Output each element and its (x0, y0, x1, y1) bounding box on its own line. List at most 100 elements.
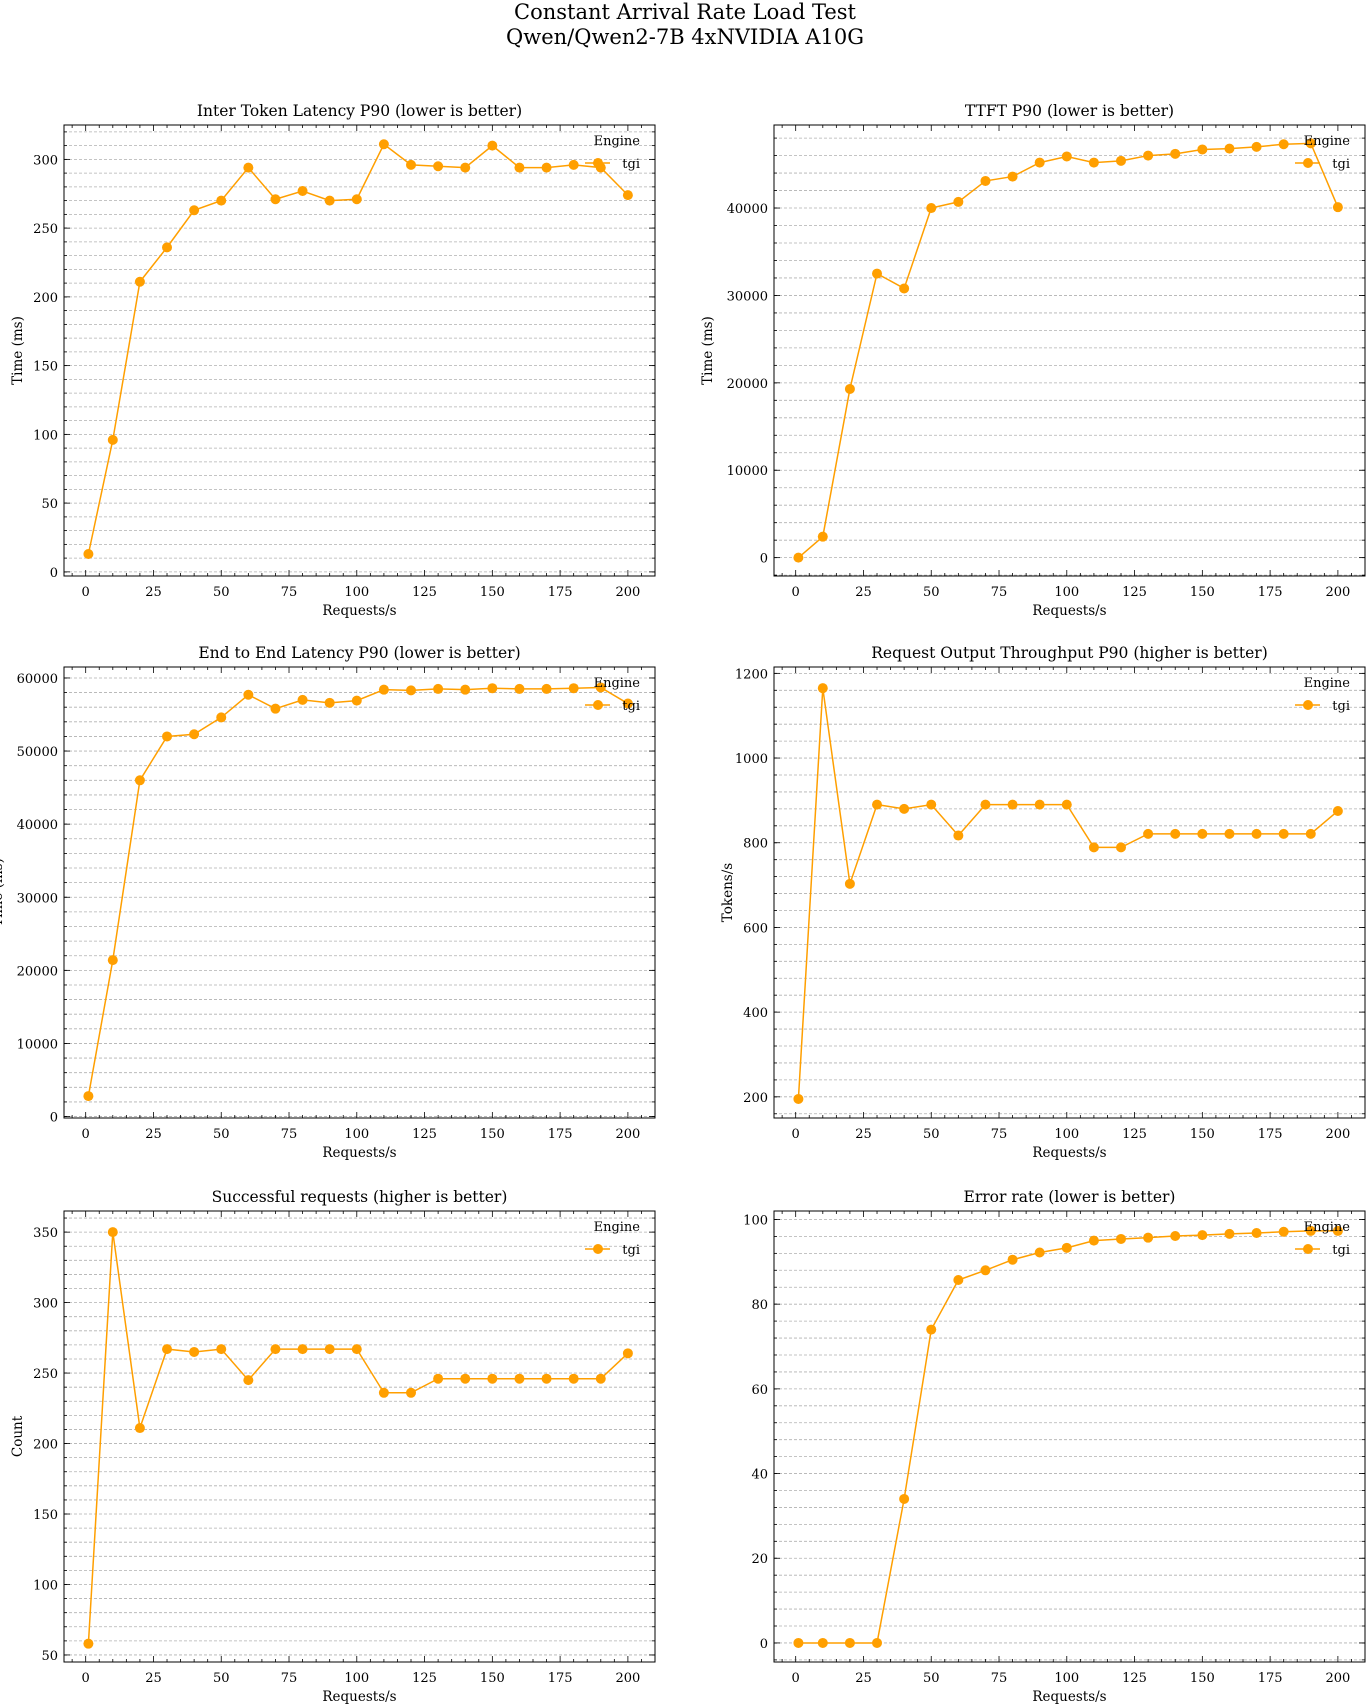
data-point (270, 1344, 281, 1355)
data-point (406, 685, 417, 696)
data-point (189, 1346, 200, 1357)
data-point (243, 162, 254, 173)
legend-label: tgi (1332, 1243, 1350, 1258)
data-point (872, 268, 883, 279)
data-point (844, 878, 855, 889)
y-tick-label: 300 (33, 153, 58, 168)
legend-label: tgi (622, 699, 640, 714)
x-tick-label: 200 (1325, 1127, 1350, 1142)
legend-label: tgi (622, 1243, 640, 1258)
x-tick-label: 0 (792, 585, 800, 600)
subplot-title: End to End Latency P90 (lower is better) (198, 644, 520, 662)
subplot-title: Error rate (lower is better) (964, 1188, 1176, 1206)
data-point (872, 1637, 883, 1648)
x-tick-label: 100 (1054, 585, 1079, 600)
data-point (189, 729, 200, 740)
subplot-0: 0 50 100 150 200 250 300 0 25 50 75 100 125 150 175 200… (10, 102, 656, 619)
subplot-5: 0 20 40 60 80 100 0 25 50 75 100 125 150 175 200 Error … (743, 1188, 1366, 1705)
data-point (817, 531, 828, 542)
series-line-tgi (87, 1232, 629, 1644)
x-tick-label: 75 (281, 1127, 298, 1142)
x-tick-label: 50 (923, 585, 940, 600)
data-point (134, 276, 145, 287)
data-point (1007, 171, 1018, 182)
data-point (1278, 828, 1289, 839)
data-point (541, 1373, 552, 1384)
x-tick-label: 175 (1258, 1671, 1283, 1686)
subplot-title: Successful requests (higher is better) (212, 1188, 508, 1206)
legend-title: Engine (594, 676, 641, 691)
x-tick-label: 25 (855, 1127, 872, 1142)
y-tick-label: 600 (743, 921, 768, 936)
data-point (568, 683, 579, 694)
y-axis-label: Time (ms) (10, 316, 26, 385)
data-point (134, 1423, 145, 1434)
x-tick-label: 100 (344, 1671, 369, 1686)
x-tick-label: 50 (213, 1671, 230, 1686)
data-point (1305, 1225, 1316, 1236)
data-point (1278, 139, 1289, 150)
data-point (378, 684, 389, 695)
x-tick-label: 50 (923, 1671, 940, 1686)
data-point (351, 695, 362, 706)
data-point (1116, 842, 1127, 853)
x-tick-label: 175 (548, 1127, 573, 1142)
data-point (433, 683, 444, 694)
y-tick-label: 60 (751, 1383, 768, 1398)
x-tick-label: 0 (82, 1671, 90, 1686)
data-point (460, 684, 471, 695)
data-point (189, 205, 200, 216)
data-point (595, 682, 606, 693)
subplot-2: 0 10000 20000 30000 40000 50000 60000 0 25 50 75 10… (0, 644, 656, 1161)
data-point (1034, 1247, 1045, 1258)
data-point (1116, 1233, 1127, 1244)
data-point (324, 697, 335, 708)
data-point (1170, 828, 1181, 839)
data-point (1088, 842, 1099, 853)
x-tick-label: 75 (281, 585, 298, 600)
x-tick-label: 200 (615, 1671, 640, 1686)
x-tick-label: 125 (1122, 585, 1147, 600)
legend-title: Engine (1304, 1220, 1351, 1235)
data-point (1305, 828, 1316, 839)
data-point (1332, 1225, 1343, 1236)
data-point (926, 203, 937, 214)
x-tick-label: 25 (145, 585, 162, 600)
data-point (1170, 148, 1181, 159)
data-point (844, 1637, 855, 1648)
x-tick-label: 200 (615, 1127, 640, 1142)
subplot-1: 0 10000 20000 30000 40000 0 25 50 75 100 125 150 175… (700, 102, 1366, 619)
data-point (622, 1348, 633, 1359)
y-axis-label: Tokens/s (720, 863, 736, 922)
y-tick-label: 0 (50, 566, 58, 581)
y-tick-label: 200 (33, 291, 58, 306)
data-point (351, 194, 362, 205)
data-point (216, 195, 227, 206)
x-axis-label: Requests/s (322, 1689, 396, 1705)
series-line-tgi (87, 686, 629, 1097)
y-tick-label: 50 (41, 497, 58, 512)
data-point (162, 242, 173, 253)
data-point (541, 683, 552, 694)
x-axis-label: Requests/s (322, 603, 396, 619)
data-point (899, 803, 910, 814)
axes-frame (63, 1210, 656, 1663)
data-point (406, 159, 417, 170)
x-tick-label: 200 (1325, 1671, 1350, 1686)
subplot-title: Inter Token Latency P90 (lower is better… (197, 102, 522, 120)
x-tick-label: 100 (344, 585, 369, 600)
y-tick-label: 50 (41, 1649, 58, 1664)
y-tick-label: 350 (33, 1226, 58, 1241)
data-point (1034, 157, 1045, 168)
data-point (514, 683, 525, 694)
y-tick-label: 60000 (17, 672, 58, 687)
y-tick-label: 0 (50, 1111, 58, 1126)
y-tick-label: 150 (33, 1508, 58, 1523)
x-tick-label: 0 (792, 1671, 800, 1686)
data-point (622, 190, 633, 201)
y-tick-label: 40000 (17, 818, 58, 833)
legend-marker (1303, 158, 1313, 168)
data-point (1251, 828, 1262, 839)
data-point (872, 799, 883, 810)
x-tick-label: 25 (145, 1671, 162, 1686)
